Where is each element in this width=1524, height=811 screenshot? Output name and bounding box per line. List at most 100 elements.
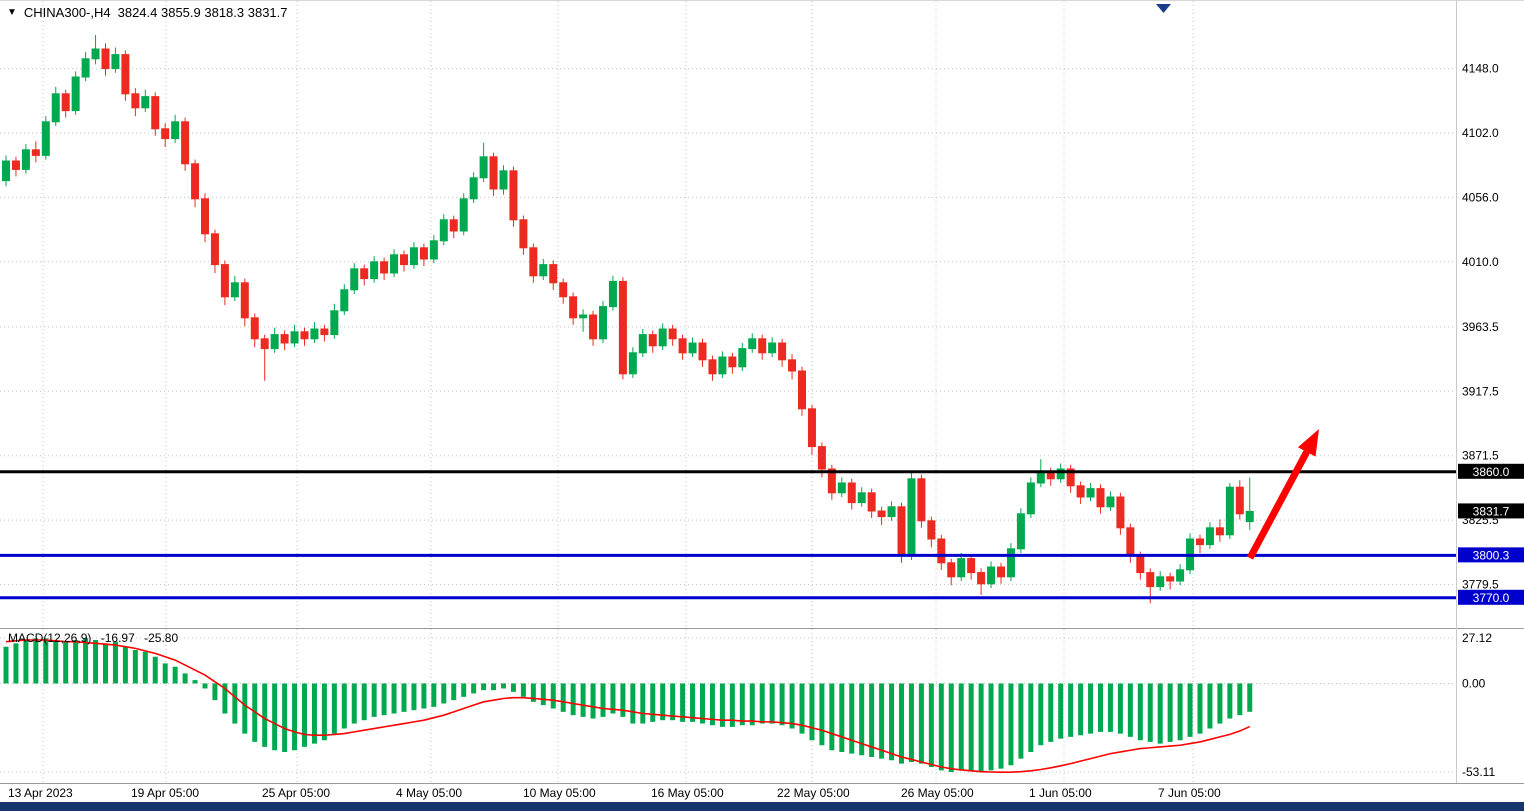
candle-bull [21, 149, 30, 170]
candle-bear [509, 170, 518, 221]
price-badge-label: 3860.0 [1473, 465, 1510, 479]
candle-bear [1136, 555, 1145, 574]
candle-bear [678, 338, 687, 354]
candle-bull [310, 328, 319, 340]
candle-bear [1126, 527, 1135, 557]
candle-bull [1036, 471, 1045, 484]
candle-bear [360, 268, 369, 280]
candle-bull [71, 76, 80, 112]
candle-bear [807, 408, 816, 448]
time-axis-label: 25 Apr 05:00 [262, 786, 330, 800]
candle-bull [638, 334, 647, 354]
candle-bear [191, 163, 200, 200]
candle-bear [1215, 527, 1224, 536]
candle-bull [718, 356, 727, 375]
candle-bear [1066, 468, 1075, 487]
trend-arrow-head[interactable] [1297, 429, 1319, 457]
candle-bull [1026, 482, 1035, 515]
price-axis[interactable]: 4148.0 4102.0 4056.0 4010.0 3963.5 3917.5 3871… [1462, 62, 1499, 780]
symbol-label: CHINA300-,H4 [23, 5, 111, 20]
trend-arrow-shaft[interactable] [1246, 450, 1310, 560]
candle-bull [390, 254, 399, 274]
candle-bull [579, 314, 588, 319]
candle-bull [1086, 488, 1095, 498]
time-axis-label: 1 Jun 05:00 [1029, 786, 1092, 800]
candle-bull [987, 566, 996, 585]
price-badge-label: 3800.3 [1473, 548, 1510, 562]
candle-bull [957, 558, 966, 578]
price-axis-label: 4056.0 [1462, 190, 1499, 204]
candle-bull [350, 268, 359, 291]
candle-bear [1116, 496, 1125, 529]
candle-bear [31, 149, 40, 156]
macd-indicator [3, 638, 1253, 773]
candle-bull [887, 506, 896, 518]
time-axis-label: 19 Apr 05:00 [131, 786, 199, 800]
candle-bear [847, 482, 856, 504]
candle-bear [589, 314, 598, 340]
hline-objects[interactable] [0, 470, 1457, 600]
candle-bear [61, 93, 70, 112]
candle-bull [768, 342, 777, 354]
candle-bull [748, 338, 757, 350]
chart-shift-marker-icon[interactable] [1156, 4, 1171, 13]
candle-bear [419, 247, 428, 260]
candle-bear [320, 328, 329, 336]
candle-bear [778, 342, 787, 361]
candle-bear [11, 160, 20, 170]
candle-bear [997, 566, 1005, 578]
candle-bear [529, 247, 538, 277]
candle-bull [1016, 513, 1025, 550]
candle-bear [549, 264, 558, 284]
candle-bull [141, 96, 150, 109]
macd-signal-line [5, 639, 1251, 773]
candle-bear [698, 342, 707, 361]
price-axis-label: 4148.0 [1462, 62, 1499, 76]
candle-bear [260, 338, 269, 350]
time-axis[interactable]: 13 Apr 2023 19 Apr 05:00 25 Apr 05:00 4 May… [8, 786, 1221, 800]
candle-bear [867, 492, 876, 512]
chart-header: ▼ CHINA300-,H4 3824.4 3855.9 3818.3 3831… [7, 5, 288, 20]
candle-bull [81, 58, 90, 78]
candle-bull [439, 219, 448, 242]
candle-bear [917, 478, 926, 522]
candle-bull [539, 264, 548, 277]
candle-bull [837, 482, 846, 494]
candle-bear [131, 93, 140, 109]
candle-bear [161, 128, 170, 140]
candle-bull [51, 93, 60, 123]
ohlc-values: 3824.4 3855.9 3818.3 3831.7 [117, 5, 288, 20]
price-badge [1458, 503, 1524, 519]
candle-bear [280, 334, 289, 344]
candle-bear [449, 219, 458, 232]
panel-separators [0, 1, 1524, 784]
symbol-dropdown-icon[interactable]: ▼ [7, 6, 17, 18]
trend-arrow-annotation[interactable] [1246, 429, 1319, 560]
price-badge [1458, 589, 1524, 605]
price-badges: 3860.0 3831.7 3800.3 3770.0 [1458, 463, 1524, 605]
price-axis-label: 4010.0 [1462, 255, 1499, 269]
candle-bear [1076, 485, 1085, 498]
candle-bull [340, 289, 349, 312]
candle-bear [210, 233, 219, 266]
candle-bear [559, 282, 568, 298]
candle-bear [1235, 486, 1244, 515]
candle-bear [728, 356, 737, 368]
candle-bear [788, 359, 797, 372]
candle-bear [400, 254, 408, 266]
candle-bear [937, 538, 946, 564]
candle-bull [1245, 510, 1254, 523]
macd-axis-label: 27.12 [1462, 631, 1492, 645]
candle-bull [658, 328, 667, 347]
candle-bull [270, 334, 279, 350]
candle-bull [907, 478, 916, 557]
candle-bull [330, 310, 339, 336]
time-axis-label: 22 May 05:00 [777, 786, 850, 800]
candle-bear [151, 96, 160, 130]
candle-bull [1006, 548, 1015, 578]
candle-bear [758, 338, 767, 354]
candle-bear [1096, 488, 1105, 508]
candle-bull [1106, 496, 1115, 508]
candle-bear [1146, 572, 1155, 588]
